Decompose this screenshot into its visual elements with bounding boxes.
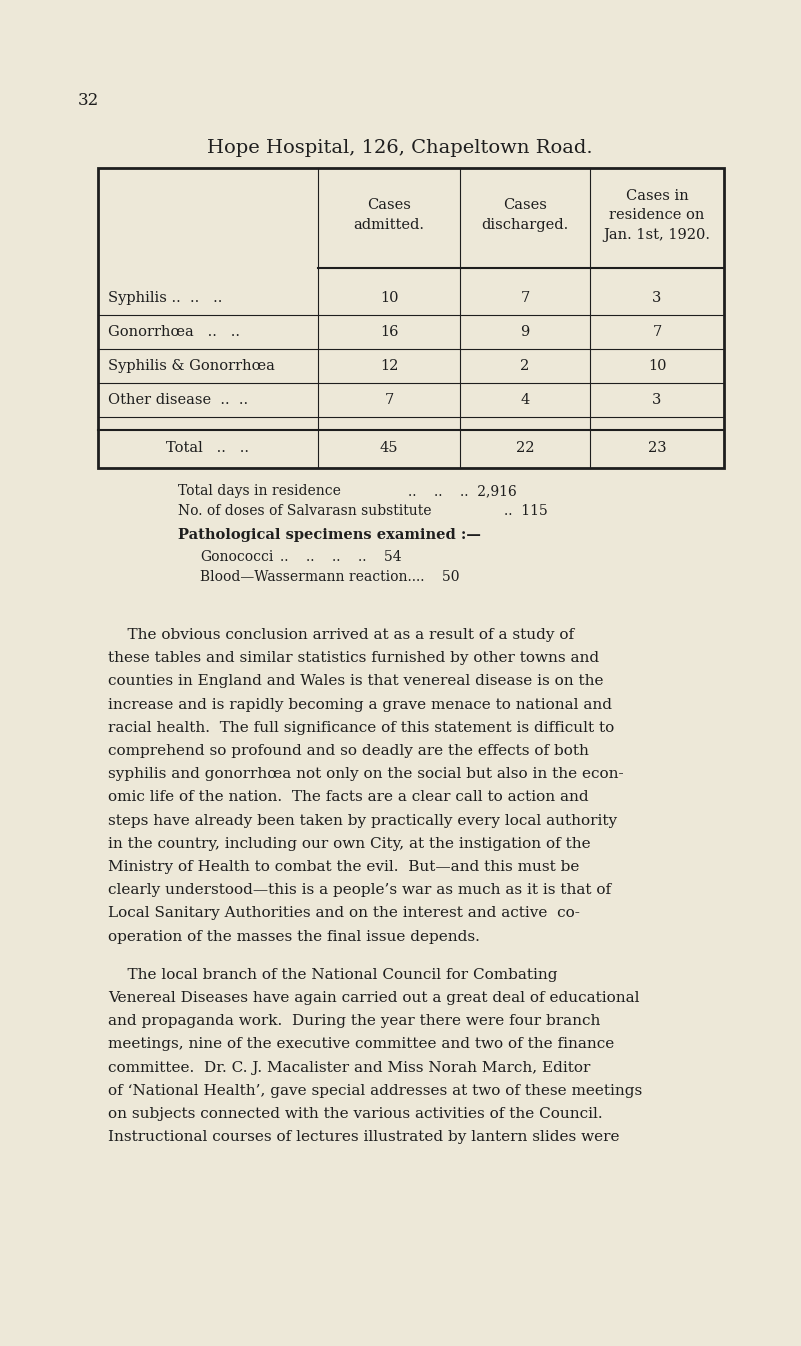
- Text: meetings, nine of the executive committee and two of the finance: meetings, nine of the executive committe…: [108, 1038, 614, 1051]
- Text: Blood—Wassermann reaction..: Blood—Wassermann reaction..: [200, 569, 416, 584]
- Text: Other disease  ..  ..: Other disease .. ..: [108, 393, 248, 406]
- Text: counties in England and Wales is that venereal disease is on the: counties in England and Wales is that ve…: [108, 674, 603, 688]
- Text: syphilis and gonorrhœa not only on the social but also in the econ-: syphilis and gonorrhœa not only on the s…: [108, 767, 624, 781]
- Text: Syphilis ..  ..   ..: Syphilis .. .. ..: [108, 291, 223, 306]
- Text: 22: 22: [516, 441, 534, 455]
- Text: committee.  Dr. C. J. Macalister and Miss Norah March, Editor: committee. Dr. C. J. Macalister and Miss…: [108, 1061, 590, 1074]
- Text: omic life of the nation.  The facts are a clear call to action and: omic life of the nation. The facts are a…: [108, 790, 589, 805]
- Text: Venereal Diseases have again carried out a great deal of educational: Venereal Diseases have again carried out…: [108, 991, 639, 1005]
- Text: ..  115: .. 115: [504, 503, 548, 518]
- Text: ..    ..    ..  2,916: .. .. .. 2,916: [408, 485, 517, 498]
- Text: operation of the masses the final issue depends.: operation of the masses the final issue …: [108, 930, 480, 944]
- Text: steps have already been taken by practically every local authority: steps have already been taken by practic…: [108, 813, 617, 828]
- Text: Gonococci: Gonococci: [200, 551, 273, 564]
- Text: 16: 16: [380, 324, 398, 339]
- Text: 9: 9: [521, 324, 529, 339]
- Text: Total   ..   ..: Total .. ..: [167, 441, 249, 455]
- Text: Hope Hospital, 126, Chapeltown Road.: Hope Hospital, 126, Chapeltown Road.: [207, 139, 593, 157]
- Bar: [98, 168, 724, 468]
- Text: Pathological specimens examined :—: Pathological specimens examined :—: [178, 528, 481, 542]
- Text: racial health.  The full significance of this statement is difficult to: racial health. The full significance of …: [108, 721, 614, 735]
- Text: No. of doses of Salvarasn substitute: No. of doses of Salvarasn substitute: [178, 503, 432, 518]
- Text: 7: 7: [521, 291, 529, 306]
- Text: 32: 32: [78, 92, 99, 109]
- Text: of ‘National Health’, gave special addresses at two of these meetings: of ‘National Health’, gave special addre…: [108, 1084, 642, 1098]
- Text: 7: 7: [652, 324, 662, 339]
- Text: 10: 10: [380, 291, 398, 306]
- Text: increase and is rapidly becoming a grave menace to national and: increase and is rapidly becoming a grave…: [108, 697, 612, 712]
- Text: 23: 23: [648, 441, 666, 455]
- Text: in the country, including our own City, at the instigation of the: in the country, including our own City, …: [108, 837, 590, 851]
- Text: Instructional courses of lectures illustrated by lantern slides were: Instructional courses of lectures illust…: [108, 1131, 619, 1144]
- Text: The local branch of the National Council for Combating: The local branch of the National Council…: [108, 968, 557, 981]
- Text: ..    ..    ..    ..    54: .. .. .. .. 54: [280, 551, 401, 564]
- Text: Total days in residence: Total days in residence: [178, 485, 341, 498]
- Text: Syphilis & Gonorrhœa: Syphilis & Gonorrhœa: [108, 359, 275, 373]
- Text: 7: 7: [384, 393, 393, 406]
- Text: Cases
admitted.: Cases admitted.: [353, 198, 425, 232]
- Text: comprehend so profound and so deadly are the effects of both: comprehend so profound and so deadly are…: [108, 744, 589, 758]
- Text: these tables and similar statistics furnished by other towns and: these tables and similar statistics furn…: [108, 651, 599, 665]
- Text: 2: 2: [521, 359, 529, 373]
- Text: Cases in
residence on
Jan. 1st, 1920.: Cases in residence on Jan. 1st, 1920.: [603, 188, 710, 241]
- Text: Ministry of Health to combat the evil.  But—and this must be: Ministry of Health to combat the evil. B…: [108, 860, 579, 874]
- Text: clearly understood—this is a people’s war as much as it is that of: clearly understood—this is a people’s wa…: [108, 883, 611, 898]
- Text: on subjects connected with the various activities of the Council.: on subjects connected with the various a…: [108, 1106, 602, 1121]
- Text: Local Sanitary Authorities and on the interest and active  co-: Local Sanitary Authorities and on the in…: [108, 906, 580, 921]
- Text: 4: 4: [521, 393, 529, 406]
- Text: 45: 45: [380, 441, 398, 455]
- Text: Cases
discharged.: Cases discharged.: [481, 198, 569, 232]
- Text: The obvious conclusion arrived at as a result of a study of: The obvious conclusion arrived at as a r…: [108, 629, 574, 642]
- Text: and propaganda work.  During the year there were four branch: and propaganda work. During the year the…: [108, 1014, 601, 1028]
- Text: ..    50: .. 50: [416, 569, 460, 584]
- Text: 12: 12: [380, 359, 398, 373]
- Text: 3: 3: [652, 291, 662, 306]
- Text: 10: 10: [648, 359, 666, 373]
- Text: Gonorrhœa   ..   ..: Gonorrhœa .. ..: [108, 324, 240, 339]
- Text: 3: 3: [652, 393, 662, 406]
